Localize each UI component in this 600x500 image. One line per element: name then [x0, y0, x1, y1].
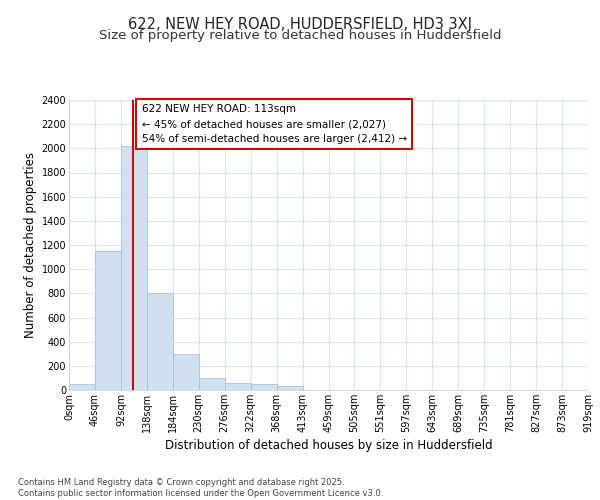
Text: Contains HM Land Registry data © Crown copyright and database right 2025.
Contai: Contains HM Land Registry data © Crown c… — [18, 478, 383, 498]
Bar — [121, 146, 147, 390]
Bar — [277, 386, 302, 390]
X-axis label: Distribution of detached houses by size in Huddersfield: Distribution of detached houses by size … — [164, 439, 493, 452]
Bar — [251, 384, 277, 390]
Text: 622, NEW HEY ROAD, HUDDERSFIELD, HD3 3XJ: 622, NEW HEY ROAD, HUDDERSFIELD, HD3 3XJ — [128, 18, 472, 32]
Bar — [69, 384, 95, 390]
Bar — [173, 354, 199, 390]
Bar — [95, 251, 121, 390]
Bar — [147, 294, 173, 390]
Y-axis label: Number of detached properties: Number of detached properties — [25, 152, 37, 338]
Bar — [199, 378, 224, 390]
Text: 622 NEW HEY ROAD: 113sqm
← 45% of detached houses are smaller (2,027)
54% of sem: 622 NEW HEY ROAD: 113sqm ← 45% of detach… — [142, 104, 407, 144]
Bar — [225, 384, 251, 390]
Text: Size of property relative to detached houses in Huddersfield: Size of property relative to detached ho… — [99, 29, 501, 42]
